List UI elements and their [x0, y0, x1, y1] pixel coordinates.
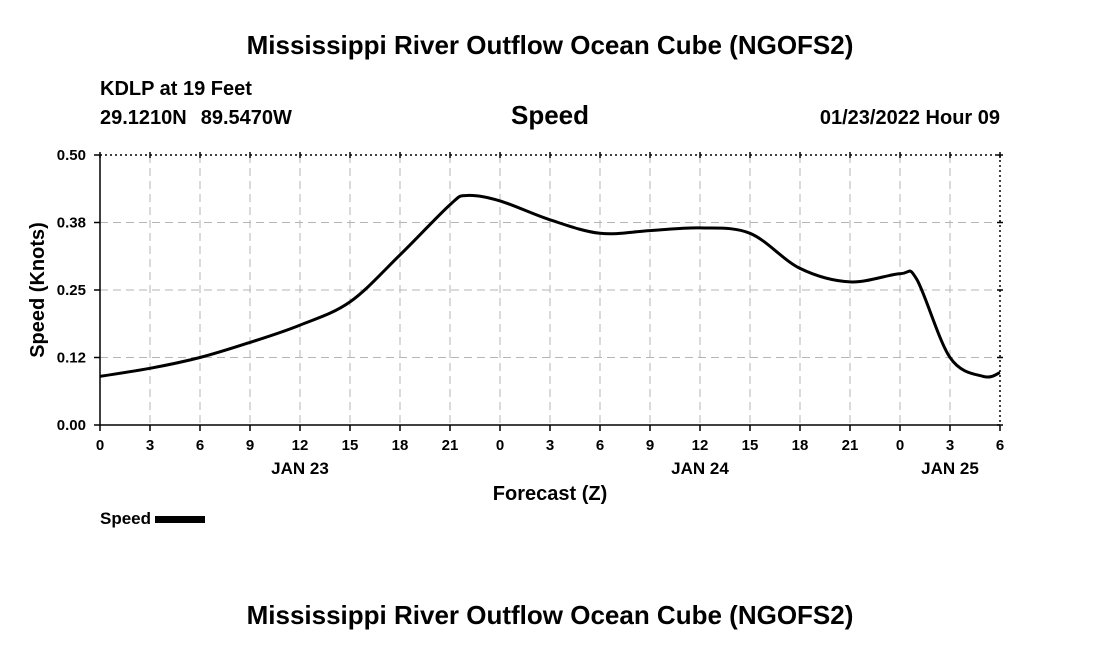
- date-label: JAN 24: [671, 459, 729, 478]
- x-tick-label: 6: [596, 437, 604, 454]
- x-tick-label: 21: [442, 437, 459, 454]
- y-tick-label: 0.12: [57, 350, 86, 367]
- y-tick-label: 0.25: [57, 282, 86, 299]
- speed-chart: 0 3 6 9 12 15 18 21 0 3 6 9 12 15 18 21 0 3 6 0.00 0.12 0.25 0…: [27, 147, 1004, 505]
- legend-label: Speed: [100, 509, 152, 528]
- x-tick-label: 0: [96, 437, 104, 454]
- date-label: JAN 25: [921, 459, 979, 478]
- date-label: JAN 23: [271, 459, 329, 478]
- main-title: Mississippi River Outflow Ocean Cube (NG…: [246, 30, 854, 60]
- x-tick-label: 6: [996, 437, 1004, 454]
- x-tick-label: 18: [392, 437, 409, 454]
- legend-swatch: [155, 515, 206, 523]
- forecast-datetime: 01/23/2022 Hour 09: [819, 107, 1000, 129]
- latitude: 29.1210N: [100, 107, 187, 129]
- x-tick-label: 6: [196, 437, 204, 454]
- longitude: 89.5470W: [200, 107, 292, 129]
- x-tick-label: 9: [646, 437, 654, 454]
- speed-series-line: [99, 193, 1001, 379]
- y-tick-label: 0.38: [57, 215, 86, 232]
- x-tick-label: 15: [342, 437, 359, 454]
- y-axis-title: Speed (Knots): [27, 222, 49, 358]
- x-tick-label: 3: [146, 437, 154, 454]
- station-label: KDLP at 19 Feet: [100, 78, 252, 100]
- y-tick-label: 0.00: [57, 417, 86, 434]
- x-axis-title: Forecast (Z): [493, 483, 607, 505]
- x-tick-label: 12: [292, 437, 309, 454]
- x-tick-label: 0: [496, 437, 504, 454]
- y-tick-label: 0.50: [57, 147, 86, 164]
- coordinates: 29.1210N 89.5470W: [100, 107, 292, 130]
- x-tick-label: 3: [946, 437, 954, 454]
- x-tick-label: 21: [842, 437, 859, 454]
- x-tick-label: 0: [896, 437, 904, 454]
- x-tick-label: 15: [742, 437, 759, 454]
- x-tick-label: 18: [792, 437, 809, 454]
- x-tick-label: 9: [246, 437, 254, 454]
- footer-title: Mississippi River Outflow Ocean Cube (NG…: [246, 600, 854, 630]
- x-tick-label: 3: [546, 437, 554, 454]
- chart-title: Speed: [510, 100, 590, 130]
- x-tick-label: 12: [692, 437, 709, 454]
- legend: Speed: [100, 509, 206, 529]
